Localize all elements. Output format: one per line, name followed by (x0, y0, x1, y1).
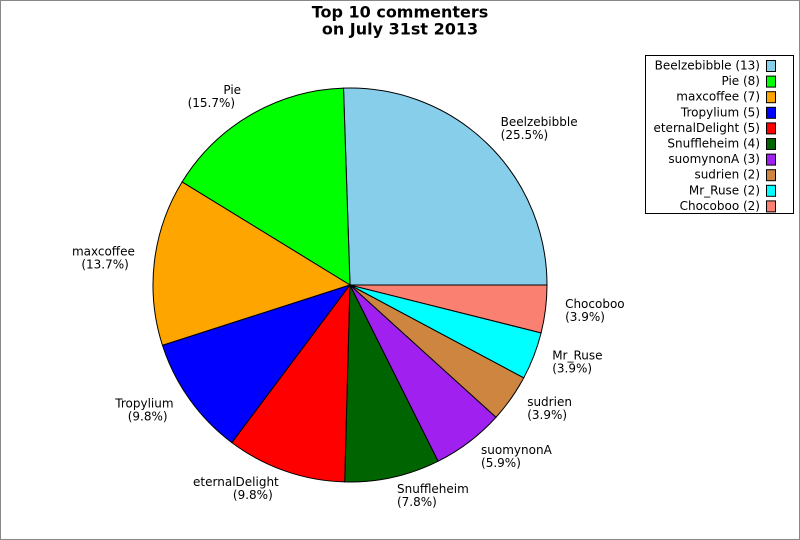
pie-slice (344, 284, 439, 483)
slice-value-label: (13.7%) (81, 258, 128, 272)
slice-label: Mr_Ruse (552, 348, 602, 362)
legend-label: Chocoboo (2) (680, 199, 760, 213)
slice-value-label: (3.9%) (565, 310, 605, 324)
chart-title: on July 31st 2013 (322, 20, 478, 39)
slice-label: Pie (223, 83, 241, 97)
legend-swatch (766, 60, 776, 72)
slice-label: Chocoboo (565, 297, 625, 311)
slice-label: Snuffleheim (397, 482, 469, 496)
slice-value-label: (9.8%) (128, 409, 168, 423)
legend-label: Mr_Ruse (2) (689, 183, 760, 197)
legend-swatch (766, 75, 776, 88)
legend-label: Pie (8) (721, 74, 760, 88)
slice-value-label: (25.5%) (501, 128, 548, 142)
slice-label: Beelzebibble (501, 115, 578, 129)
legend-label: maxcoffee (7) (676, 90, 760, 104)
legend-swatch (766, 122, 776, 135)
legend-label: Tropylium (5) (680, 105, 760, 119)
slice-value-label: (5.9%) (481, 456, 521, 470)
legend-label: suomynonA (3) (668, 152, 760, 166)
slice-label: sudrien (527, 395, 572, 409)
legend-swatch (766, 169, 776, 182)
legend-swatch (766, 153, 776, 166)
pie-slice (161, 284, 352, 444)
pie-slice (231, 283, 351, 483)
legend-swatch (766, 91, 776, 104)
pie-slice (342, 87, 548, 286)
slice-value-label: (7.8%) (397, 495, 437, 509)
slice-value-label: (15.7%) (188, 96, 235, 110)
legend-swatch (766, 106, 776, 119)
chart-title: Top 10 commenters (312, 3, 489, 22)
legend-label: sudrien (2) (694, 168, 760, 182)
pie-slice (181, 87, 351, 286)
pie-slice (349, 284, 548, 334)
slice-value-label: (3.9%) (527, 408, 567, 422)
legend-swatch (766, 184, 776, 197)
slice-label: suomynonA (481, 443, 553, 457)
legend-label: eternalDelight (5) (653, 121, 760, 135)
legend-swatch (766, 200, 776, 213)
slice-value-label: (3.9%) (552, 361, 592, 375)
pie-slice (152, 181, 352, 346)
slice-value-label: (9.8%) (233, 488, 273, 502)
legend-label: Snuffleheim (4) (667, 137, 760, 151)
slice-label: eternalDelight (193, 475, 279, 489)
slice-label: maxcoffee (72, 245, 135, 259)
legend-label: Beelzebibble (13) (655, 59, 760, 73)
legend-swatch (766, 138, 776, 150)
slice-label: Tropylium (114, 396, 173, 410)
